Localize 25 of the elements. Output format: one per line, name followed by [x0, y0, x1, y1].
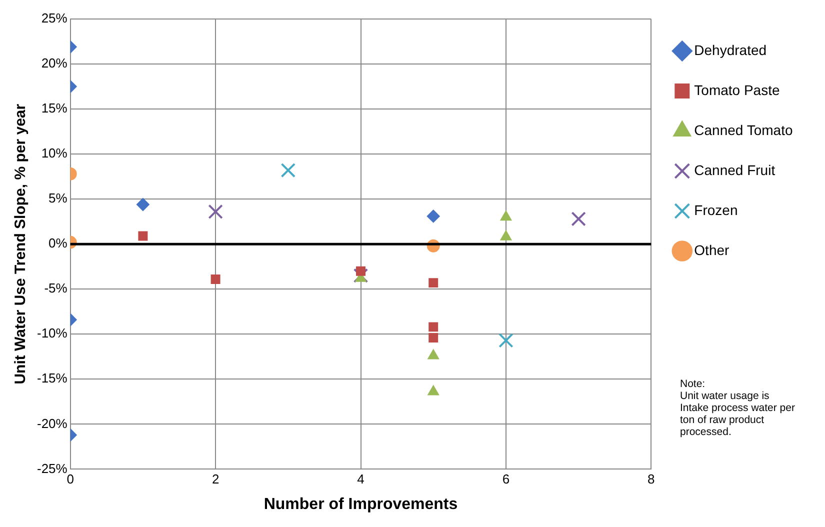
legend-label: Other	[694, 242, 730, 258]
legend-label: Dehydrated	[694, 42, 767, 58]
x-tick-label: 8	[648, 472, 655, 487]
legend-label: Tomato Paste	[694, 82, 780, 98]
legend-label: Frozen	[694, 202, 738, 218]
y-axis-title: Unit Water Use Trend Slope, % per year	[12, 104, 30, 384]
legend-label: Canned Fruit	[694, 162, 776, 178]
y-tick-label: 15%	[41, 100, 68, 116]
legend-label: Canned Tomato	[694, 122, 793, 138]
x-tick-label: 6	[502, 472, 510, 487]
y-tick-label: -15%	[36, 370, 68, 386]
y-tick-label: 5%	[48, 190, 68, 206]
x-tick-label: 2	[212, 472, 220, 487]
x-tick-label: 0	[66, 472, 74, 487]
y-tick-label: 25%	[41, 10, 68, 26]
y-tick-label: 0%	[48, 236, 68, 251]
y-tick-label: -20%	[36, 416, 68, 431]
y-tick-label: 20%	[41, 56, 68, 71]
y-tick-label: -25%	[36, 460, 68, 476]
text: Note: Unit water usage is Intake process water per ton of raw product processed.	[680, 378, 796, 438]
x-axis-title: Number of Improvements	[264, 496, 458, 513]
x-tick-label: 4	[357, 472, 364, 487]
y-tick-label: 10%	[41, 146, 68, 161]
y-tick-label: -10%	[36, 326, 68, 341]
y-tick-label: -5%	[44, 280, 68, 296]
